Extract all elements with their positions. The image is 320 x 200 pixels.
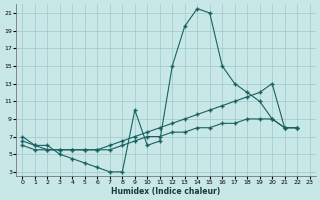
- X-axis label: Humidex (Indice chaleur): Humidex (Indice chaleur): [111, 187, 221, 196]
